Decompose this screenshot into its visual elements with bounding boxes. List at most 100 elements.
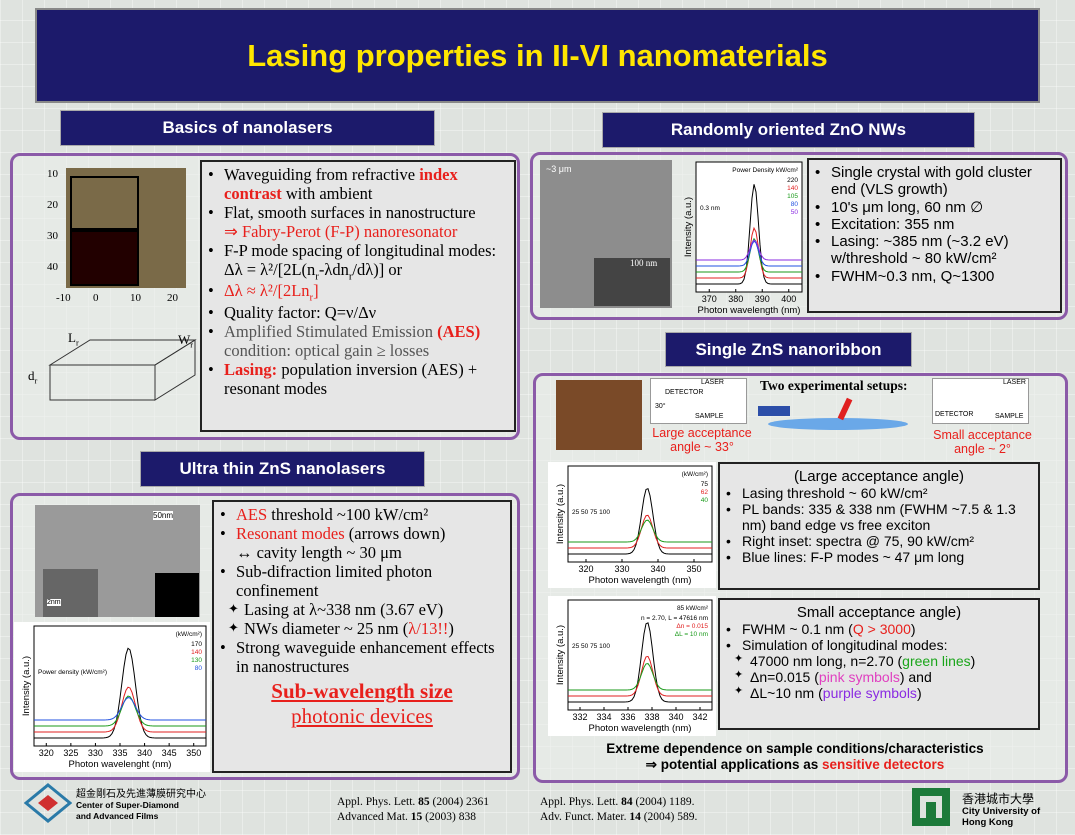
bullet-text: FWHM ~ 0.1 nm (Q > 3000) <box>742 621 916 637</box>
legend-entry: 62 <box>701 489 709 496</box>
university-name: 香港城市大學 <box>962 792 1035 806</box>
text-box: • AES threshold ~100 kW/cm² • Resonant mode… <box>212 500 512 773</box>
spectrum-curve <box>568 514 712 549</box>
setup-label: LASER <box>701 379 724 386</box>
bullet-item: • Lasing threshold ~ 60 kW/cm² <box>726 485 1032 501</box>
bullet-text: Excitation: 355 nm <box>831 216 954 233</box>
setup-caption: Large acceptance angle ~ 33° <box>652 426 752 454</box>
bullet-item: • Right inset: spectra @ 75, 90 kW/cm² <box>726 533 1032 549</box>
text-run: sensitive detectors <box>822 756 945 772</box>
text-run: Simulation of longitudinal modes: <box>742 637 948 654</box>
bullet-text: Flat, smooth surfaces in nanostructure <box>224 203 476 223</box>
bullet-marker: • <box>815 164 821 181</box>
text-run: Strong waveguide enhancement effects in … <box>236 637 495 676</box>
setup-illustration <box>758 397 908 430</box>
tick-label: 30 <box>47 230 58 242</box>
y-axis-label: Intensity (a.u.) <box>555 484 566 544</box>
bullet-item: • Quality factor: Q=ν/Δν <box>208 303 508 323</box>
bullet-item: • Simulation of longitudinal modes: <box>726 637 1032 653</box>
text-run: Lasing threshold ~ 60 kW/cm² <box>742 485 928 501</box>
plot-frame <box>33 625 207 747</box>
bullet-marker: • <box>815 267 821 285</box>
bullet-marker: • <box>815 215 821 233</box>
legend-entry: 140 <box>787 185 798 192</box>
plot-frame <box>567 465 713 563</box>
spectrum-curve <box>568 622 712 703</box>
plot: 320 325 330 335 340 345 350 Photon wavelenght (… <box>21 625 207 770</box>
section-heading: Ultra thin ZnS nanolasers <box>140 451 425 487</box>
text-run: r <box>34 375 38 386</box>
bullet-item: • 10's μm long, 60 nm ∅ <box>815 199 1054 216</box>
spectrum-curve <box>568 519 712 543</box>
axis: -10 0 10 20 <box>56 292 194 308</box>
legend-entry: n = 2.70, L = 47616 nm <box>641 615 708 622</box>
x-tick-label: 338 <box>644 712 659 722</box>
text-run: ) <box>910 621 916 637</box>
x-tick-label: 400 <box>781 294 796 304</box>
text-run: Right inset: spectra @ 75, 90 kW/cm² <box>742 533 975 550</box>
text-run: -λdn <box>318 259 349 279</box>
bullet-item: • Flat, smooth surfaces in nanostructure <box>208 202 508 223</box>
y-axis-label: Intensity (a.u.) <box>683 197 694 257</box>
text-run: Sub-wavelength size <box>271 678 453 703</box>
x-tick-label: 340 <box>650 564 665 574</box>
spectrum-curve <box>696 240 802 267</box>
x-tick-label: 320 <box>578 564 593 574</box>
bullet-text: 47000 nm long, n=2.70 (green lines) <box>750 653 975 669</box>
legend-entry: Δn = 0.015 <box>676 623 708 630</box>
text-run: population inversion (AES) + resonant mo… <box>224 359 478 398</box>
text-run: d <box>28 368 35 383</box>
legend-entry: 40 <box>701 497 709 504</box>
spectrum-curve <box>568 487 712 555</box>
text-run: ⇒ potential applications as <box>645 756 823 772</box>
text-run: r <box>75 337 79 348</box>
bullet-item: • AES threshold ~100 kW/cm² <box>220 505 504 525</box>
bullet-marker: • <box>220 505 226 524</box>
setup-diagram: LASER DETECTOR SAMPLE 30° <box>650 378 747 424</box>
diagram-label: Lr <box>68 330 79 348</box>
sem-image: ~3 μm 100 nm <box>540 160 672 308</box>
plot-note: Power density (kW/cm²) <box>38 669 107 676</box>
legend-entry: 80 <box>195 665 203 672</box>
bullet-marker: • <box>208 281 214 301</box>
legend-entry: 220 <box>787 177 798 184</box>
text-run: Quality factor: Q=ν/Δν <box>224 303 377 323</box>
x-tick-label: 334 <box>596 712 611 722</box>
text-run: (AES) <box>437 322 481 342</box>
spectrum-plot: 370 380 390 400 Photon wavelength (nm) Intens… <box>676 158 806 318</box>
text-run: Lasing: ~385 nm (~3.2 eV) w/threshold ~ … <box>831 233 1009 268</box>
text-run: threshold ~100 kW/cm² <box>267 505 429 524</box>
text-run: r <box>309 291 314 304</box>
text-run: ) <box>916 685 922 702</box>
text-line: ⇒ potential applications as sensitive de… <box>560 757 1030 773</box>
bullet-item: ↔ cavity length ~ 30 μm <box>220 542 504 563</box>
bullet-marker: ✦ <box>228 619 240 635</box>
bullet-text: ↔ cavity length ~ 30 μm <box>236 542 402 563</box>
text-box: (Large acceptance angle) • Lasing thresho… <box>718 462 1040 590</box>
text-box: • Single crystal with gold cluster end (V… <box>807 158 1062 313</box>
bullet-item: ⇒ Fabry-Perot (F-P) nanoresonator <box>208 222 508 242</box>
legend-entry: 170 <box>191 641 202 648</box>
text-run: ↔ cavity length ~ 30 μm <box>236 542 402 562</box>
references: Appl. Phys. Lett. 85 (2004) 2361 Advanced… <box>337 795 489 825</box>
text-run: Single crystal with gold cluster end (VL… <box>831 164 1032 199</box>
bullet-marker: • <box>208 322 214 342</box>
x-tick-label: 330 <box>614 564 629 574</box>
text-run: index contrast <box>224 165 458 203</box>
text-run: 47000 nm long, n=2.70 ( <box>750 653 903 670</box>
bullet-marker: • <box>208 202 214 222</box>
x-tick-label: 332 <box>572 712 587 722</box>
text-run: r <box>315 270 319 283</box>
plot-frame <box>695 161 803 293</box>
text-run: 15 <box>410 810 423 823</box>
bullet-text: NWs diameter ~ 25 nm (λ/13!!) <box>244 618 454 639</box>
setup-caption: Small acceptance angle ~ 2° <box>933 428 1032 456</box>
text-run: (2004) 1189. <box>632 796 695 808</box>
text-run: NWs diameter ~ 25 nm ( <box>244 618 409 638</box>
bullet-item: • Excitation: 355 nm <box>815 216 1054 233</box>
text-run: Extreme dependence on sample conditions/… <box>606 741 984 756</box>
tick-label: 10 <box>130 292 141 304</box>
text-run: Resonant modes <box>236 523 345 543</box>
spectrum-curve <box>34 695 206 727</box>
